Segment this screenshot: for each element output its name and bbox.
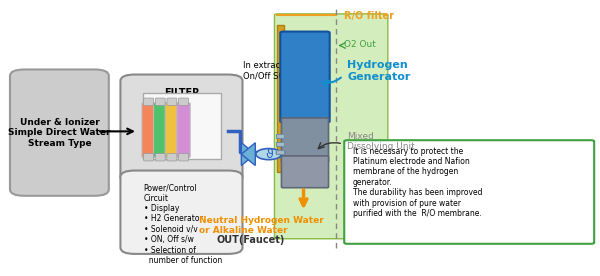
Circle shape <box>256 148 281 160</box>
Text: Under & Ionizer
Simple Direct Water
Stream Type: Under & Ionizer Simple Direct Water Stre… <box>8 118 110 148</box>
FancyBboxPatch shape <box>281 156 329 188</box>
Text: Power/Control
Circuit
• Display
• H2 Generator
• Solenoid v/v
• ON, Off s/w
• Se: Power/Control Circuit • Display • H2 Gen… <box>143 183 222 265</box>
FancyBboxPatch shape <box>155 98 165 105</box>
FancyBboxPatch shape <box>155 154 165 161</box>
FancyBboxPatch shape <box>281 118 329 163</box>
FancyBboxPatch shape <box>344 140 594 244</box>
Bar <box>276 142 284 146</box>
FancyBboxPatch shape <box>165 103 179 157</box>
FancyBboxPatch shape <box>167 98 177 105</box>
FancyBboxPatch shape <box>121 75 242 183</box>
Text: It is necessary to protect the
Platinum electrode and Nafion
membrane of the hyd: It is necessary to protect the Platinum … <box>353 147 482 218</box>
Polygon shape <box>241 143 255 166</box>
Bar <box>277 25 284 172</box>
Bar <box>143 94 221 159</box>
FancyBboxPatch shape <box>142 103 155 157</box>
FancyBboxPatch shape <box>177 103 190 157</box>
FancyBboxPatch shape <box>154 103 167 157</box>
Text: R/O filter: R/O filter <box>344 11 394 21</box>
FancyBboxPatch shape <box>167 154 177 161</box>
FancyBboxPatch shape <box>179 154 188 161</box>
FancyBboxPatch shape <box>10 70 109 196</box>
Text: OUT(Faucet): OUT(Faucet) <box>217 235 285 245</box>
Text: FILTER: FILTER <box>164 88 199 99</box>
FancyBboxPatch shape <box>143 98 154 105</box>
FancyBboxPatch shape <box>179 98 188 105</box>
Bar <box>276 150 284 154</box>
FancyBboxPatch shape <box>280 31 329 123</box>
Text: ϑ: ϑ <box>265 148 272 161</box>
Bar <box>276 134 284 139</box>
FancyBboxPatch shape <box>274 14 388 239</box>
Text: O2 Out: O2 Out <box>344 40 376 49</box>
Text: Mixed
Dissolving Unit: Mixed Dissolving Unit <box>347 132 415 151</box>
Text: Neutral Hydrogen Water
or Alkaline Water: Neutral Hydrogen Water or Alkaline Water <box>199 216 323 235</box>
Text: Hydrogen
Generator: Hydrogen Generator <box>347 60 410 81</box>
Polygon shape <box>241 143 255 166</box>
FancyBboxPatch shape <box>121 171 242 254</box>
Text: In extraction,
On/Off SOL v/v: In extraction, On/Off SOL v/v <box>242 61 305 80</box>
FancyBboxPatch shape <box>143 154 154 161</box>
